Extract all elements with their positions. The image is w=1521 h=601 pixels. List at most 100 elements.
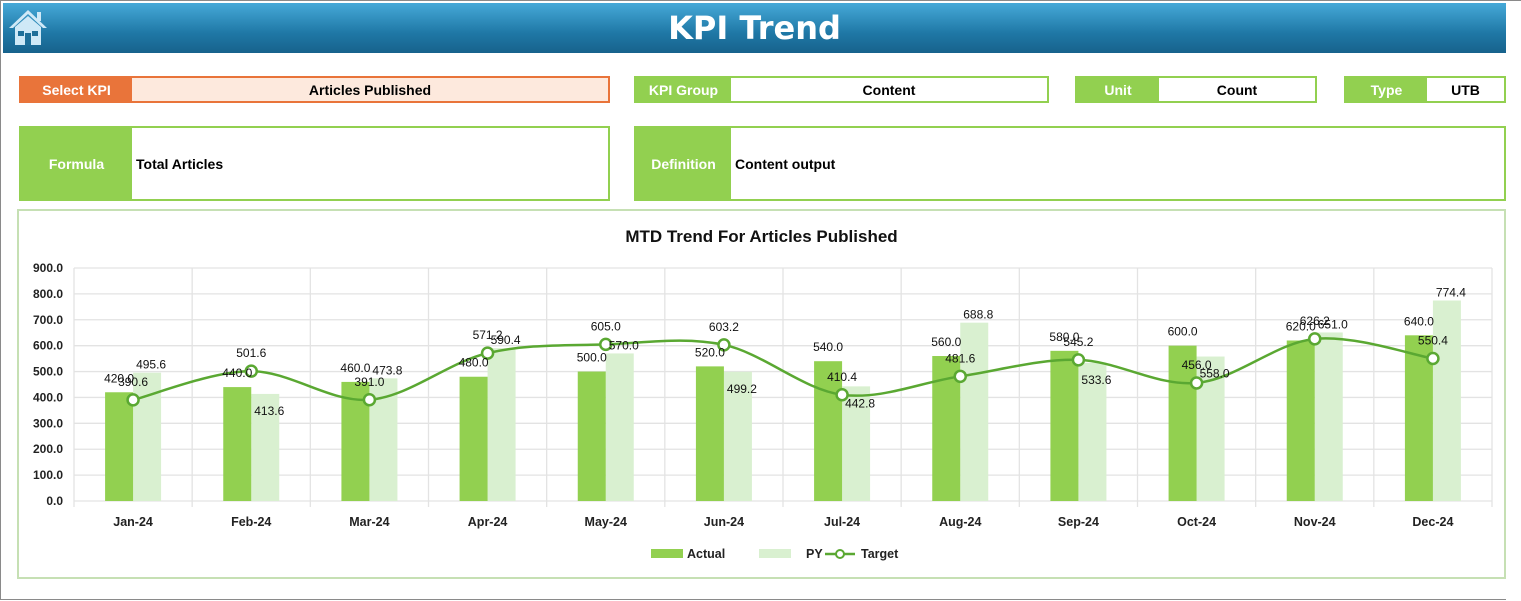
- formula-value: Total Articles: [136, 155, 224, 172]
- legend-py: PY: [806, 547, 823, 561]
- trend-chart: 0.0 100.0 200.0 300.0 400.0 500.0 600.0 700.0 80…: [33, 261, 1493, 561]
- target-label: 626.2: [1300, 314, 1330, 328]
- actual-bar: [695, 366, 724, 501]
- y-tick-label: 900.0: [33, 261, 63, 275]
- unit-field: Unit Count: [1075, 76, 1317, 103]
- home-button[interactable]: [7, 7, 49, 47]
- type-value: UTB: [1451, 81, 1480, 98]
- definition-field: Definition Content output: [634, 126, 1506, 201]
- actual-bar: [577, 371, 606, 501]
- py-label: 442.8: [845, 396, 875, 410]
- x-tick-label: Dec-24: [1412, 515, 1453, 529]
- actual-label: 480.0: [459, 356, 489, 370]
- target-label: 456.0: [1182, 358, 1212, 372]
- py-bar: [487, 348, 516, 501]
- py-label: 413.6: [254, 404, 284, 418]
- x-tick-label: Jul-24: [824, 515, 860, 529]
- actual-label: 600.0: [1168, 325, 1198, 339]
- target-marker: [835, 388, 849, 402]
- actual-bar: [105, 392, 134, 501]
- target-marker: [126, 393, 140, 407]
- actual-bar: [223, 387, 252, 501]
- x-tick-label: Jun-24: [704, 515, 744, 529]
- target-label: 391.0: [354, 375, 384, 389]
- kpi-group-label: KPI Group: [636, 78, 731, 101]
- py-label: 570.0: [609, 338, 639, 352]
- actual-label: 460.0: [340, 361, 370, 375]
- target-label: 410.4: [827, 370, 857, 384]
- target-label: 501.6: [236, 346, 266, 360]
- select-kpi-label: Select KPI: [21, 78, 132, 101]
- py-bar: [133, 372, 162, 501]
- actual-bar: [459, 376, 488, 501]
- x-tick-label: Oct-24: [1177, 515, 1216, 529]
- py-label: 590.4: [491, 333, 521, 347]
- x-tick-label: Nov-24: [1294, 515, 1336, 529]
- formula-label: Formula: [21, 128, 132, 199]
- target-label: 603.2: [709, 320, 739, 334]
- actual-label: 440.0: [222, 366, 252, 380]
- target-marker: [599, 337, 613, 352]
- py-label: 688.8: [963, 308, 993, 322]
- x-tick-label: Feb-24: [231, 515, 271, 529]
- py-label: 558.0: [1200, 367, 1230, 381]
- x-tick-label: Aug-24: [939, 515, 981, 529]
- chart-title: MTD Trend For Articles Published: [625, 227, 898, 246]
- py-label: 533.6: [1081, 373, 1111, 387]
- target-label: 545.2: [1063, 335, 1093, 349]
- py-label: 495.6: [136, 358, 166, 372]
- py-bar: [605, 353, 634, 501]
- definition-label: Definition: [636, 128, 731, 199]
- y-tick-label: 300.0: [33, 416, 63, 430]
- select-kpi-dropdown[interactable]: Articles Published: [308, 81, 432, 98]
- unit-value: Count: [1216, 81, 1258, 98]
- py-bar: [723, 371, 752, 501]
- legend-actual: Actual: [687, 547, 725, 561]
- y-tick-label: 600.0: [33, 339, 63, 353]
- target-line: [132, 337, 1434, 402]
- kpi-group-value: Content: [862, 81, 916, 98]
- y-tick-label: 200.0: [33, 442, 63, 456]
- type-label: Type: [1346, 78, 1427, 101]
- target-label: 550.4: [1418, 334, 1448, 348]
- y-tick-label: 400.0: [33, 390, 63, 404]
- actual-bar: [1168, 345, 1197, 501]
- target-label: 571.2: [473, 328, 503, 342]
- py-label: 774.4: [1436, 286, 1466, 300]
- y-tick-label: 500.0: [33, 365, 63, 379]
- x-tick-label: Mar-24: [349, 515, 389, 529]
- chart-container: MTD Trend For Articles Published 0.0 100.…: [17, 209, 1506, 579]
- py-bar: [1078, 362, 1107, 501]
- target-marker: [953, 369, 967, 384]
- py-bar: [842, 386, 871, 501]
- x-tick-label: Apr-24: [468, 515, 508, 529]
- target-label: 481.6: [945, 351, 975, 365]
- actual-bar: [814, 361, 843, 501]
- actual-label: 620.0: [1286, 319, 1316, 333]
- x-tick-label: Sep-24: [1058, 515, 1099, 529]
- select-kpi-field: Select KPI Articles Published: [19, 76, 610, 103]
- header-bar: KPI Trend: [3, 3, 1506, 53]
- actual-label: 640.0: [1404, 314, 1434, 328]
- target-marker: [717, 338, 731, 352]
- target-label: 390.6: [118, 375, 148, 389]
- y-tick-label: 700.0: [33, 313, 63, 327]
- target-marker: [480, 346, 495, 360]
- actual-label: 580.0: [1049, 330, 1079, 344]
- py-bar: [1432, 300, 1461, 501]
- py-label: 473.8: [372, 363, 402, 377]
- type-field: Type UTB: [1344, 76, 1506, 103]
- target-marker: [244, 364, 258, 378]
- y-tick-label: 100.0: [33, 468, 63, 482]
- py-bar: [251, 393, 280, 501]
- py-label: 651.0: [1318, 317, 1348, 331]
- target-label: 605.0: [591, 319, 621, 333]
- py-bar: [1314, 332, 1343, 501]
- py-bar: [960, 322, 989, 501]
- definition-value: Content output: [735, 155, 836, 172]
- actual-bar: [1286, 340, 1315, 501]
- y-tick-label: 0.0: [46, 494, 63, 508]
- actual-bar: [1050, 350, 1079, 501]
- target-marker: [1189, 376, 1204, 390]
- py-label: 499.2: [727, 382, 757, 396]
